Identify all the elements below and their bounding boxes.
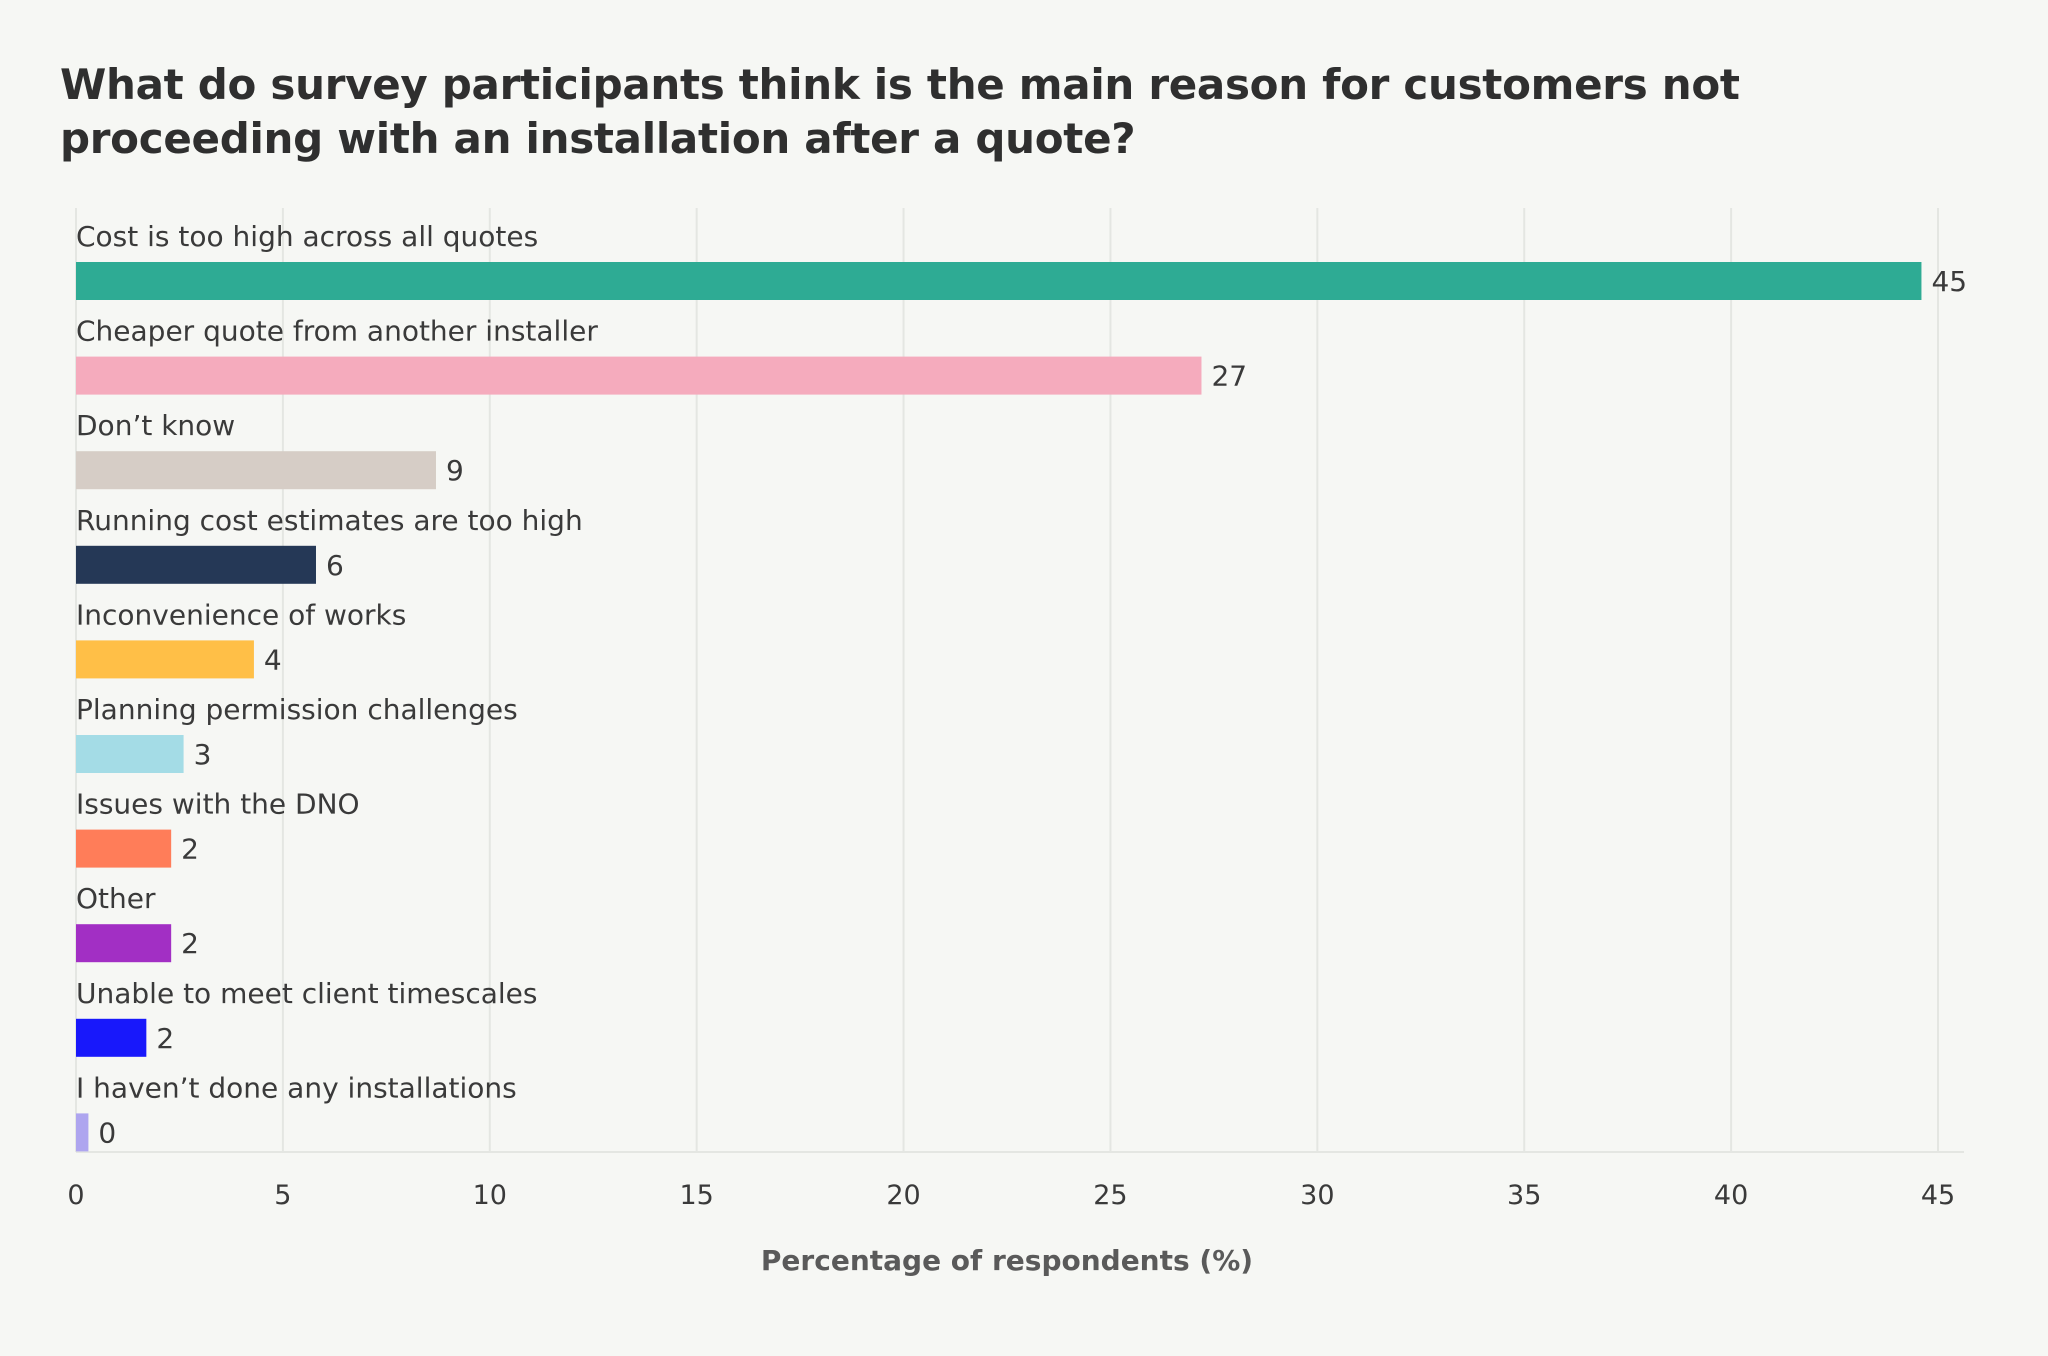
data-label: 27 bbox=[1211, 360, 1247, 393]
x-tick-label-45: 45 bbox=[1921, 1180, 1955, 1211]
x-tick-label-25: 25 bbox=[1093, 1180, 1127, 1211]
category-labels: Cost is too high across all quotes Cheape… bbox=[76, 220, 598, 1104]
category-label: Cost is too high across all quotes bbox=[76, 220, 538, 253]
category-label: Issues with the DNO bbox=[76, 788, 360, 821]
value-labels: 45 27 9 6 4 3 2 2 2 0 bbox=[98, 265, 1967, 1149]
x-tick-label-15: 15 bbox=[679, 1180, 713, 1211]
category-label: Cheaper quote from another installer bbox=[76, 315, 598, 348]
data-label: 2 bbox=[181, 927, 199, 960]
bar bbox=[76, 924, 172, 963]
data-label: 2 bbox=[181, 833, 199, 866]
bar bbox=[76, 545, 316, 584]
chart-title: What do survey participants think is the… bbox=[60, 60, 1740, 163]
category-label: Running cost estimates are too high bbox=[76, 504, 583, 537]
category-label: Don’t know bbox=[76, 409, 235, 442]
x-axis-ticks: 0 5 10 15 20 25 30 35 40 45 bbox=[67, 1180, 1955, 1211]
bar bbox=[76, 1113, 89, 1152]
x-tick-label-5: 5 bbox=[274, 1180, 291, 1211]
data-label: 2 bbox=[156, 1022, 174, 1055]
x-tick-label-40: 40 bbox=[1714, 1180, 1748, 1211]
x-tick-label-10: 10 bbox=[473, 1180, 507, 1211]
bar bbox=[76, 1018, 147, 1057]
bar bbox=[76, 640, 254, 679]
bar bbox=[76, 451, 436, 490]
category-label: Planning permission challenges bbox=[76, 693, 518, 726]
bars bbox=[76, 262, 1922, 1152]
gridlines bbox=[75, 208, 1964, 1153]
data-label: 6 bbox=[326, 549, 344, 582]
x-tick-label-0: 0 bbox=[67, 1180, 84, 1211]
x-tick-label-35: 35 bbox=[1507, 1180, 1541, 1211]
data-label: 0 bbox=[98, 1116, 116, 1149]
category-label: Inconvenience of works bbox=[76, 598, 406, 631]
data-label: 4 bbox=[264, 643, 282, 676]
category-label: Other bbox=[76, 882, 156, 915]
bar bbox=[76, 829, 172, 868]
data-label: 9 bbox=[446, 454, 464, 487]
x-tick-label-20: 20 bbox=[886, 1180, 920, 1211]
bar bbox=[76, 262, 1922, 300]
category-label: I haven’t done any installations bbox=[76, 1071, 517, 1104]
x-axis-title: Percentage of respondents (%) bbox=[761, 1244, 1253, 1277]
bar bbox=[76, 735, 184, 773]
bar bbox=[76, 356, 1202, 395]
category-label: Unable to meet client timescales bbox=[76, 977, 538, 1010]
x-tick-label-30: 30 bbox=[1300, 1180, 1334, 1211]
data-label: 3 bbox=[194, 738, 212, 771]
data-label: 45 bbox=[1931, 265, 1967, 298]
